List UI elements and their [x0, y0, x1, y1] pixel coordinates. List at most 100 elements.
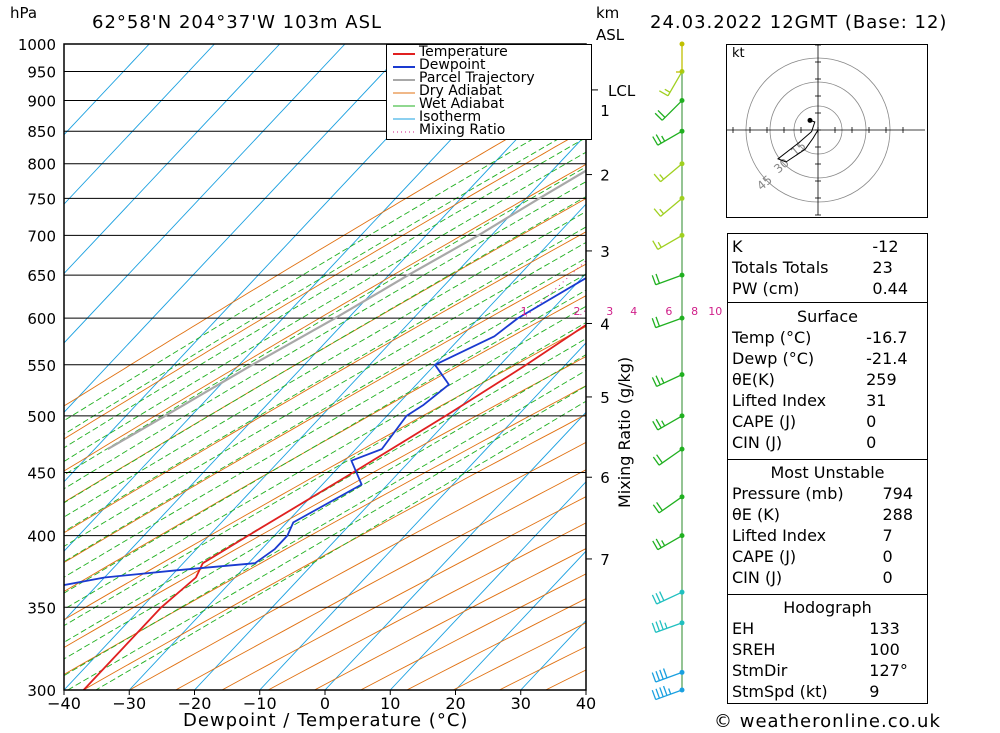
mu-label: Pressure (mb)	[732, 484, 844, 503]
wind-barb	[652, 494, 685, 514]
km-tick-label: 6	[600, 469, 610, 487]
isotherm-line	[128, 203, 586, 690]
index-label: PW (cm)	[732, 279, 800, 298]
asl-label: ASL	[596, 26, 625, 44]
surface-heading: Surface	[797, 307, 858, 326]
hodo-value: 9	[869, 682, 880, 701]
dry-adiabat-line	[64, 295, 586, 593]
mu-value: 0	[882, 568, 893, 587]
wind-barb	[652, 128, 685, 146]
surface-value: -16.7	[866, 328, 908, 347]
temperature-line	[82, 323, 586, 690]
wind-barb	[652, 533, 685, 551]
wind-barb	[654, 98, 685, 121]
dry-adiabat-line	[64, 198, 586, 503]
dry-adiabat-line	[64, 325, 586, 621]
mu-label: CIN (J)	[732, 568, 783, 587]
km-tick-label: 5	[600, 389, 610, 407]
legend-dewpoint: Dewpoint	[419, 57, 486, 73]
wet-adiabat-line	[64, 137, 586, 449]
mixing-ratio-label: 6	[665, 305, 672, 318]
mu-row: CIN (J) 0	[728, 567, 927, 588]
surface-value: 259	[866, 370, 897, 389]
isotherm-line	[64, 44, 346, 344]
mu-row: Pressure (mb) 794	[728, 483, 927, 504]
pressure-tick-label: 850	[27, 123, 56, 141]
mu-label: θE (K)	[732, 505, 780, 524]
hodo-label: StmSpd (kt)	[732, 682, 828, 701]
mixing-ratio-axis-title: Mixing Ratio (g/kg)	[615, 356, 634, 508]
pressure-tick-label: 600	[27, 310, 56, 328]
x-tick-label: −10	[243, 694, 277, 713]
pressure-tick-label: 350	[27, 599, 56, 617]
hodo-label: EH	[732, 619, 755, 638]
pressure-tick-label: 950	[27, 64, 56, 82]
surface-row: CIN (J) 0	[728, 432, 927, 453]
mu-value: 794	[882, 484, 914, 503]
pressure-tick-label: 450	[27, 464, 56, 482]
wind-barb	[651, 589, 685, 605]
hodograph-stats-box: Hodograph EH 133 SREH 100 StmDir 127° StmSp…	[727, 594, 928, 704]
wind-barb	[651, 315, 685, 329]
mu-value: 0	[882, 547, 893, 566]
wet-adiabat-line	[64, 354, 586, 660]
pressure-tick-label: 750	[27, 190, 56, 208]
wind-barb	[652, 232, 685, 250]
km-tick-label: 7	[600, 551, 610, 569]
mixing-ratio-label: 10	[708, 305, 722, 318]
pressure-tick-label: 500	[27, 408, 56, 426]
surface-row: CAPE (J) 0	[728, 411, 927, 432]
hodo-label: SREH	[732, 640, 776, 659]
surface-label: Dewp (°C)	[732, 349, 815, 368]
surface-row: Dewp (°C) -21.4	[728, 348, 927, 369]
isotherm-line	[64, 44, 476, 483]
pressure-tick-label: 800	[27, 156, 56, 174]
index-value: 0.44	[872, 279, 909, 298]
isotherm-line	[259, 342, 586, 690]
hodo-row: StmDir 127°	[728, 660, 927, 681]
legend-wet-adiabat: Wet Adiabat	[419, 96, 505, 112]
dry-adiabat-line	[82, 413, 586, 690]
hodograph-frame: kt	[726, 44, 928, 218]
isotherm-line	[64, 44, 542, 552]
legend-isotherm: Isotherm	[419, 109, 482, 125]
mu-row: Lifted Index 7	[728, 525, 927, 546]
index-value: -12	[872, 237, 899, 256]
dry-adiabat-line	[221, 496, 586, 690]
dry-adiabat-line	[174, 469, 586, 690]
surface-label: θE(K)	[732, 370, 775, 389]
x-tick-label: −40	[47, 694, 81, 713]
parcel-line	[107, 169, 586, 451]
x-tick-label: −20	[178, 694, 212, 713]
x-tick-label: 10	[380, 694, 400, 713]
index-value: 23	[872, 258, 893, 277]
isotherm-line	[64, 44, 215, 205]
wind-barb	[676, 41, 685, 73]
wind-barb	[653, 195, 685, 217]
wind-barb	[651, 272, 685, 286]
surface-value: 0	[866, 433, 877, 452]
x-tick-label: 20	[445, 694, 465, 713]
hodograph-heading: Hodograph	[783, 598, 872, 617]
index-row: PW (cm) 0.44	[728, 278, 927, 299]
surface-label: CIN (J)	[732, 433, 783, 452]
wind-barb	[652, 446, 685, 466]
isotherm-line	[64, 64, 586, 622]
wind-barbs	[651, 41, 685, 701]
wind-barb	[651, 685, 685, 701]
dry-adiabat-line	[64, 128, 586, 440]
hpa-label: hPa	[10, 4, 38, 22]
surface-value: -21.4	[866, 349, 908, 368]
surface-value: 0	[866, 412, 877, 431]
surface-row: Temp (°C) -16.7	[728, 327, 927, 348]
x-axis-title: Dewpoint / Temperature (°C)	[183, 710, 469, 731]
pressure-tick-label: 700	[27, 227, 56, 245]
credit: © weatheronline.co.uk	[714, 711, 941, 732]
pressure-tick-label: 300	[27, 682, 56, 700]
isotherm-line	[64, 44, 411, 413]
mu-label: Lifted Index	[732, 526, 827, 545]
km-label: km	[596, 4, 620, 22]
lcl-label: LCL	[608, 82, 636, 100]
mixing-ratio-line	[523, 260, 586, 319]
